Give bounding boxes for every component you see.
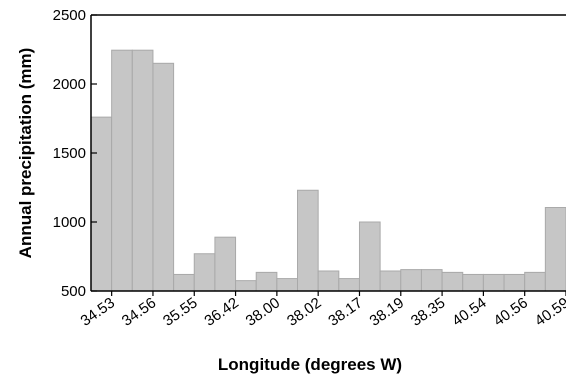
bar-21 — [503, 273, 526, 292]
x-tick-label: 34.56 — [119, 294, 160, 329]
bar-4 — [152, 62, 175, 292]
bar-7 — [214, 236, 237, 292]
y-axis-title: Annual precipitation (mm) — [16, 48, 35, 259]
bar-6 — [193, 253, 216, 292]
x-tick-label: 38.35 — [408, 294, 449, 329]
x-ticks-group: 34.53 34.56 35.55 36.42 38.00 38.02 38.17 38.19… — [77, 291, 566, 330]
bar-22 — [524, 271, 546, 292]
x-tick-label: 40.59 — [532, 294, 566, 329]
bar-13 — [338, 278, 360, 292]
bar-2 — [111, 49, 133, 292]
bar-15 — [379, 270, 402, 292]
bar-14 — [358, 221, 381, 292]
y-ticks-group: 500 1000 1500 2000 2500 — [53, 7, 97, 300]
y-tick-label: 1000 — [53, 214, 86, 231]
bar-1 — [90, 116, 113, 292]
y-tick-label: 2500 — [53, 7, 86, 24]
y-tick-label: 2000 — [53, 76, 86, 93]
x-axis-title: Longitude (degrees W) — [218, 355, 402, 374]
bar-17 — [420, 269, 443, 292]
x-tick-label: 40.56 — [490, 294, 531, 329]
y-tick-label: 1500 — [53, 145, 86, 162]
bar-12 — [317, 270, 340, 292]
bar-16 — [400, 269, 422, 292]
bar-19 — [462, 273, 484, 292]
bars-group — [90, 49, 566, 292]
x-tick-label: 38.17 — [325, 294, 366, 329]
bar-5 — [173, 273, 195, 292]
bar-11 — [297, 189, 319, 292]
bar-20 — [482, 273, 505, 292]
x-tick-label: 40.54 — [449, 294, 490, 329]
x-tick-label: 38.02 — [284, 294, 325, 329]
x-tick-label: 38.00 — [243, 294, 284, 329]
bar-3 — [131, 49, 154, 292]
x-tick-label: 36.42 — [201, 294, 242, 329]
bar-9 — [255, 271, 278, 292]
x-tick-label: 38.19 — [367, 294, 408, 329]
bar-18 — [441, 271, 464, 292]
y-tick-label: 500 — [61, 283, 86, 300]
bar-8 — [235, 280, 257, 292]
x-tick-label: 35.55 — [160, 294, 201, 329]
bar-23 — [544, 207, 566, 292]
bar-10 — [276, 278, 299, 292]
